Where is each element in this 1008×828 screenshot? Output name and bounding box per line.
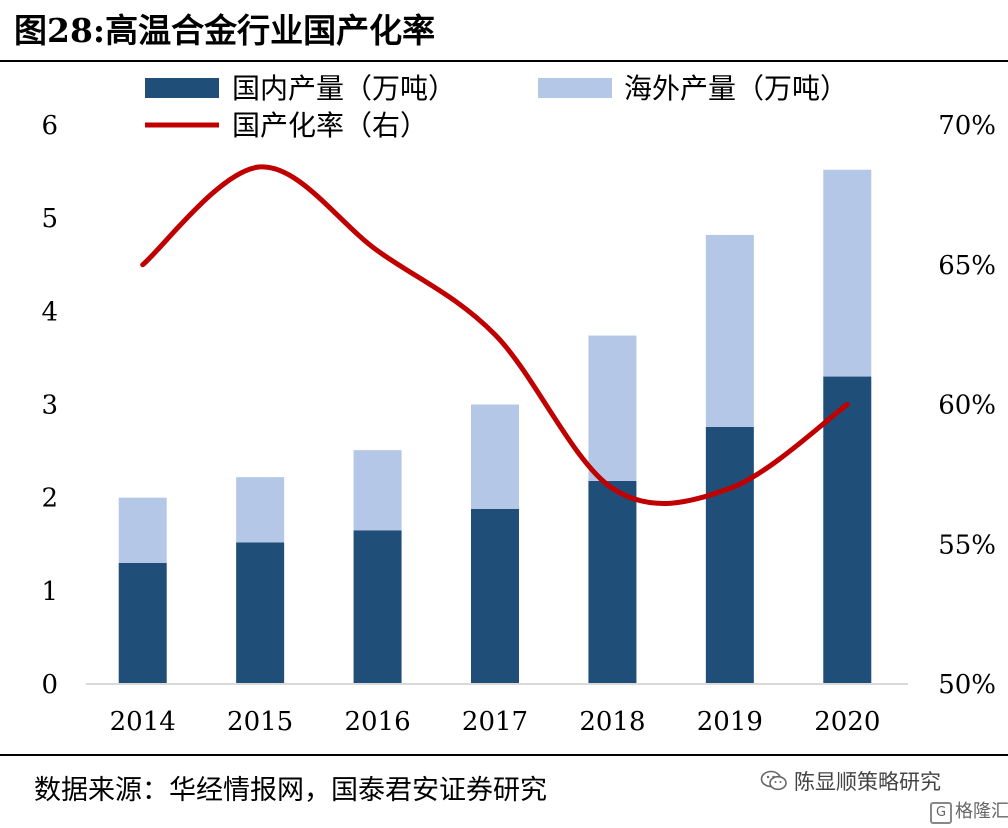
left-tick-label: 6 [41,111,58,141]
right-tick-label: 70% [938,111,996,141]
left-tick-label: 3 [41,391,58,421]
logo-g-icon: G [930,802,952,824]
x-tick-label: 2019 [697,707,763,737]
bar-overseas-2018 [588,335,637,481]
bar-overseas-2017 [471,404,519,509]
x-tick-label: 2020 [814,707,880,737]
bar-overseas-2019 [705,234,754,427]
bar-overseas-2020 [823,169,872,377]
x-tick-label: 2014 [110,707,176,737]
right-tick-label: 60% [938,391,996,421]
bar-domestic-2020 [823,376,872,684]
brand-logo: G 格隆汇 [930,800,1008,824]
right-axis-ticks: 50% 55% 60% 65% 70% [938,111,996,700]
legend-label-rate: 国产化率（右） [232,109,428,142]
wechat-icon [760,770,787,791]
left-tick-label: 2 [41,484,58,514]
legend-swatch-domestic [145,78,219,98]
bar-layer [118,169,872,684]
right-tick-label: 65% [938,251,996,281]
x-tick-label: 2018 [579,707,645,737]
left-tick-label: 4 [41,297,58,327]
legend-label-overseas: 海外产量（万吨） [624,72,848,105]
legend-swatch-overseas [538,78,612,98]
x-tick-label: 2016 [344,707,410,737]
bar-overseas-2014 [118,497,167,563]
chart: 0 1 2 3 4 5 6 50% 55% 60% 65% 70% 2014 2015 2016 2017… [41,72,996,737]
x-axis-ticks: 2014 2015 2016 2017 2018 2019 2020 [110,707,881,737]
title-rule [0,60,1008,62]
left-axis-ticks: 0 1 2 3 4 5 6 [41,111,58,700]
watermark-text: 陈显顺策略研究 [794,770,941,794]
right-tick-label: 55% [938,530,996,560]
legend: 国内产量（万吨） 海外产量（万吨） 国产化率（右） [145,72,848,142]
bar-domestic-2019 [705,426,754,684]
source-note: 数据来源：华经情报网，国泰君安证券研究 [34,775,547,806]
rate-line [140,164,850,506]
x-tick-label: 2017 [462,707,528,737]
bar-domestic-2015 [236,542,285,684]
bar-domestic-2018 [588,480,637,684]
legend-label-domestic: 国内产量（万吨） [232,72,456,105]
bar-domestic-2016 [353,530,402,684]
left-tick-label: 0 [41,670,58,700]
figure-title: 图28:高温合金行业国产化率 [14,11,436,50]
bottom-rule [0,754,1008,756]
left-tick-label: 5 [41,204,58,234]
right-tick-label: 50% [938,670,996,700]
bar-overseas-2015 [236,477,285,543]
bar-overseas-2016 [353,450,402,531]
x-tick-label: 2015 [227,707,293,737]
bar-domestic-2014 [118,562,167,684]
watermark: 陈显顺策略研究 [760,768,941,796]
logo-text: 格隆汇 [955,801,1008,822]
left-tick-label: 1 [41,577,58,607]
bar-domestic-2017 [471,508,519,684]
